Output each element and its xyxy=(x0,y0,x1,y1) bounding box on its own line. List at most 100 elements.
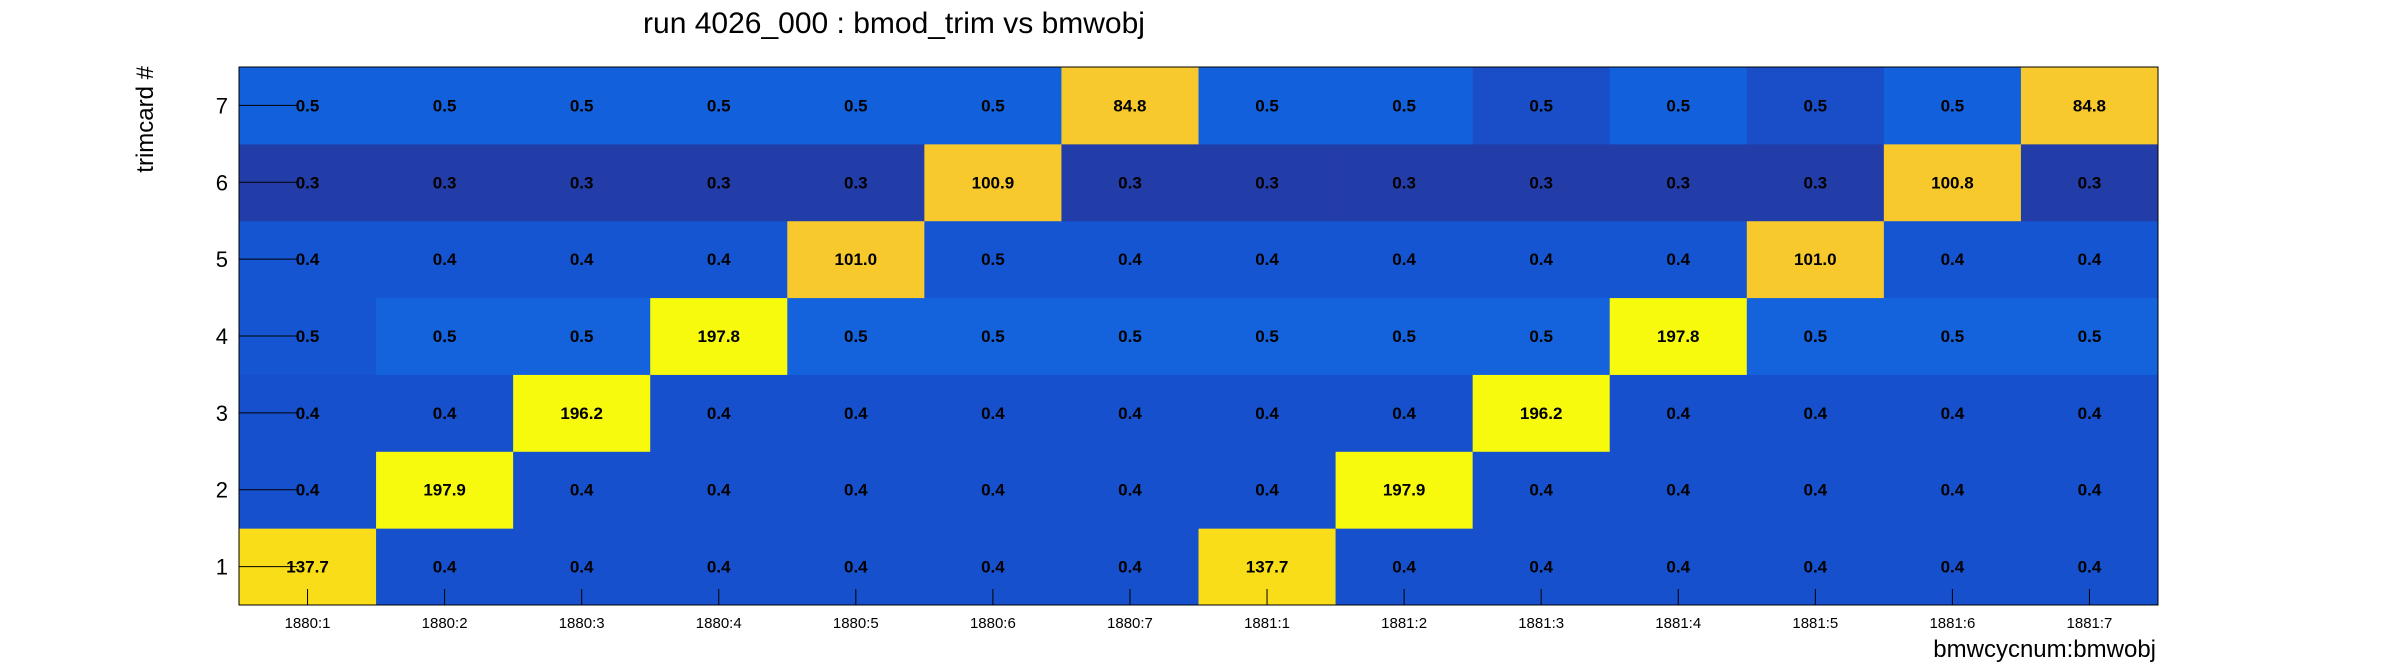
cell-value-label: 0.4 xyxy=(1118,404,1142,423)
cell-value-label: 0.4 xyxy=(2078,481,2102,500)
cell-value-label: 0.3 xyxy=(1804,173,1828,192)
cell-value-label: 0.4 xyxy=(707,481,731,500)
cell-value-label: 0.4 xyxy=(844,558,868,577)
heatmap-cell xyxy=(1198,374,1337,452)
x-tick-label: 1881:2 xyxy=(1381,615,1427,632)
heatmap-cell xyxy=(1609,297,1748,375)
heatmap-cell xyxy=(650,220,788,299)
cell-value-label: 0.5 xyxy=(981,327,1005,346)
y-tick-label: 3 xyxy=(216,401,228,426)
cell-value-label: 0.4 xyxy=(1529,481,1553,500)
heatmap-cell xyxy=(924,67,1062,145)
cell-value-label: 0.4 xyxy=(707,558,731,577)
x-tick-label: 1881:6 xyxy=(1929,615,1975,632)
cell-value-label: 0.5 xyxy=(1255,96,1279,115)
cell-value-label: 0.5 xyxy=(1392,327,1416,346)
heatmap-cell xyxy=(1198,143,1337,222)
heatmap-cell xyxy=(2020,451,2159,529)
cell-value-label: 0.5 xyxy=(1529,96,1553,115)
heatmap-cell xyxy=(924,143,1062,222)
heatmap-cell xyxy=(924,451,1062,529)
cell-value-label: 101.0 xyxy=(835,250,878,269)
heatmap-cell xyxy=(1883,220,2022,299)
cell-value-label: 0.3 xyxy=(707,173,731,192)
cell-value-label: 0.4 xyxy=(1666,481,1690,500)
y-tick-label: 1 xyxy=(216,555,228,580)
cell-value-label: 0.4 xyxy=(296,481,320,500)
heatmap-cell xyxy=(1061,67,1199,145)
cell-value-label: 197.9 xyxy=(423,481,466,500)
heatmap-cell xyxy=(787,297,925,375)
x-tick-label: 1881:3 xyxy=(1518,615,1564,632)
heatmap-cell xyxy=(1883,67,2022,145)
cell-value-label: 0.4 xyxy=(570,558,594,577)
cell-value-label: 0.3 xyxy=(1392,173,1416,192)
heatmap-cell xyxy=(1335,67,1474,145)
cell-value-label: 0.4 xyxy=(981,558,1005,577)
x-tick-label: 1880:7 xyxy=(1107,615,1153,632)
heatmap-cell xyxy=(1061,220,1199,299)
cell-value-label: 0.4 xyxy=(296,404,320,423)
heatmap-cell xyxy=(1883,451,2022,529)
x-tick-label: 1881:1 xyxy=(1244,615,1290,632)
cell-value-label: 0.4 xyxy=(1666,558,1690,577)
cell-value-label: 0.4 xyxy=(1255,481,1279,500)
cell-value-label: 0.4 xyxy=(570,481,594,500)
cell-value-label: 0.4 xyxy=(707,404,731,423)
cell-value-label: 0.5 xyxy=(981,250,1005,269)
heatmap-cell xyxy=(2020,143,2159,222)
cell-value-label: 0.4 xyxy=(981,481,1005,500)
cell-value-label: 0.5 xyxy=(981,96,1005,115)
cell-value-label: 0.4 xyxy=(296,250,320,269)
cell-value-label: 0.4 xyxy=(1255,404,1279,423)
heatmap-cell xyxy=(1335,374,1474,452)
cell-value-label: 0.4 xyxy=(1941,558,1965,577)
cell-value-label: 0.4 xyxy=(1529,558,1553,577)
heatmap-cell xyxy=(650,297,788,375)
cell-value-label: 137.7 xyxy=(286,558,329,577)
heatmap-cell xyxy=(376,297,514,375)
cell-value-label: 0.4 xyxy=(1392,404,1416,423)
cell-value-label: 84.8 xyxy=(1113,96,1146,115)
heatmap-cell xyxy=(650,67,788,145)
cell-value-label: 0.4 xyxy=(1666,404,1690,423)
cell-value-label: 0.4 xyxy=(433,404,457,423)
cell-value-label: 0.5 xyxy=(707,96,731,115)
cell-value-label: 0.3 xyxy=(570,173,594,192)
y-tick-label: 4 xyxy=(216,324,228,349)
heatmap-cell xyxy=(1609,220,1748,299)
heatmap-cell xyxy=(1609,67,1748,145)
cell-value-label: 0.4 xyxy=(1529,250,1553,269)
heatmap-cell xyxy=(1472,220,1611,299)
heatmap-cell xyxy=(1746,451,1885,529)
cell-value-label: 0.4 xyxy=(1941,404,1965,423)
heatmap-cell xyxy=(787,143,925,222)
cell-value-label: 0.3 xyxy=(433,173,457,192)
heatmap-cell xyxy=(650,451,788,529)
x-tick-label: 1880:2 xyxy=(422,615,468,632)
heatmap-cell xyxy=(650,374,788,452)
cell-value-label: 0.5 xyxy=(2078,327,2102,346)
cell-value-label: 0.5 xyxy=(1118,327,1142,346)
cell-value-label: 101.0 xyxy=(1794,250,1837,269)
cell-value-label: 0.5 xyxy=(1392,96,1416,115)
chart-title: run 4026_000 : bmod_trim vs bmwobj xyxy=(643,7,1145,40)
heatmap-cell xyxy=(924,297,1062,375)
x-tick-label: 1881:7 xyxy=(2067,615,2113,632)
cell-value-label: 0.3 xyxy=(296,173,320,192)
cell-value-label: 0.4 xyxy=(1804,481,1828,500)
cell-value-label: 0.5 xyxy=(1666,96,1690,115)
cell-value-label: 0.4 xyxy=(1804,404,1828,423)
axes: 1 2 3 4 5 6 7 1880:1 1880:2 1880:3 1880:4 1880:5 188… xyxy=(216,66,2159,632)
heatmap-cell xyxy=(1746,297,1885,375)
heatmap-cell xyxy=(1335,220,1474,299)
x-tick-label: 1880:5 xyxy=(833,615,879,632)
cell-value-label: 0.4 xyxy=(1666,250,1690,269)
cell-value-label: 0.4 xyxy=(1941,250,1965,269)
heatmap-cell xyxy=(376,143,514,222)
cell-value-label: 0.5 xyxy=(1941,96,1965,115)
cell-value-label: 0.5 xyxy=(433,327,457,346)
heatmap-cell xyxy=(1472,297,1611,375)
cell-value-label: 196.2 xyxy=(1520,404,1563,423)
heatmap-cell xyxy=(376,220,514,299)
